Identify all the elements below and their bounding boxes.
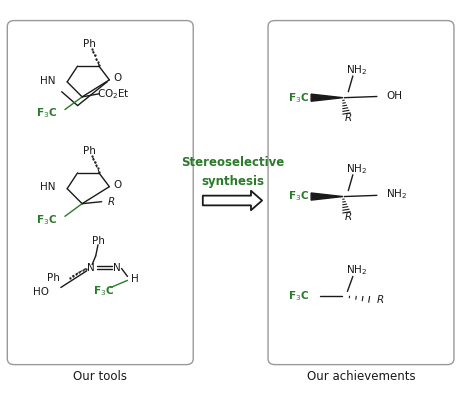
Text: Stereoselective: Stereoselective [181,156,284,170]
Polygon shape [311,193,343,200]
Text: F$_3$C: F$_3$C [288,289,309,303]
Text: Our achievements: Our achievements [307,370,415,383]
Text: HN: HN [40,182,56,192]
Text: N: N [113,263,121,273]
Text: NH$_2$: NH$_2$ [346,263,367,277]
Text: HN: HN [40,76,56,86]
Text: O: O [113,180,122,190]
Text: F$_3$C: F$_3$C [36,107,57,120]
Text: Ph: Ph [84,146,96,156]
FancyBboxPatch shape [7,20,193,365]
Text: NH$_2$: NH$_2$ [386,188,407,201]
Text: F$_3$C: F$_3$C [93,285,114,298]
Polygon shape [311,94,343,101]
Text: F$_3$C: F$_3$C [36,213,57,227]
Text: R: R [108,196,115,207]
FancyBboxPatch shape [268,20,454,365]
Text: HO: HO [34,287,50,297]
Text: F$_3$C: F$_3$C [288,91,309,105]
Text: Ph: Ph [91,236,105,246]
Text: R: R [345,212,352,222]
Text: CO$_2$Et: CO$_2$Et [96,87,129,101]
Text: R: R [345,113,352,123]
Text: synthesis: synthesis [201,175,264,188]
Text: OH: OH [386,91,402,101]
Text: F$_3$C: F$_3$C [288,190,309,203]
Text: Ph: Ph [46,273,60,283]
Text: NH$_2$: NH$_2$ [346,162,367,176]
FancyArrowPatch shape [203,191,262,210]
Text: Our tools: Our tools [73,370,127,383]
Text: O: O [113,73,122,83]
Text: N: N [87,263,95,273]
Text: Ph: Ph [84,39,96,49]
Text: H: H [131,274,139,284]
Text: NH$_2$: NH$_2$ [346,63,367,77]
Text: R: R [377,295,384,305]
